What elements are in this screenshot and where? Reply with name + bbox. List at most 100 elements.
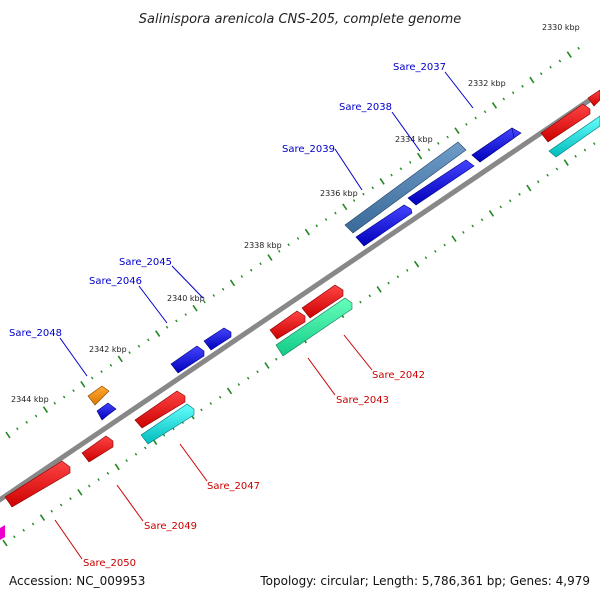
gene-feature-red-top-right[interactable] [540, 89, 600, 158]
gene-label[interactable]: Sare_2045 [119, 257, 172, 268]
gene-label[interactable]: Sare_2046 [89, 276, 142, 287]
gene-feature-sare-2042[interactable] [269, 284, 344, 340]
scale-tick [315, 224, 318, 228]
gene-feature-sare-2047[interactable] [134, 390, 195, 445]
gene-label[interactable]: Sare_2039 [282, 144, 335, 155]
gene-feature-sare-2045[interactable] [203, 327, 232, 351]
gene-feature-sare-2039[interactable] [355, 204, 413, 247]
scale-tick [446, 135, 449, 139]
scale-tick [165, 325, 169, 329]
kbp-label: 2334 kbp [395, 135, 433, 144]
scale-tick [371, 186, 375, 190]
scale-tick [117, 355, 123, 363]
scale-tick [536, 180, 540, 184]
gene-feature-magenta-edge[interactable] [0, 525, 5, 540]
scale-tick [416, 152, 423, 160]
scale-tick [249, 268, 253, 272]
scale-tick [526, 184, 532, 192]
genome-backbone [0, 90, 600, 503]
scale-tick [256, 370, 259, 374]
scale-tick [80, 380, 86, 388]
scale-tick [259, 262, 262, 266]
scale-tick [50, 509, 53, 513]
gene-feature-sare-2043[interactable] [275, 297, 353, 357]
scale-tick [471, 224, 474, 228]
gene-label[interactable]: Sare_2038 [339, 102, 392, 113]
gene-label[interactable]: Sare_2043 [336, 395, 389, 406]
scale-tick [558, 59, 562, 63]
kbp-label: 2338 kbp [244, 241, 282, 250]
scale-tick [474, 116, 477, 120]
scale-tick [240, 275, 244, 278]
gene-label[interactable]: Sare_2037 [393, 62, 446, 73]
gene-label[interactable]: Sare_2047 [207, 481, 260, 492]
scale-tick [77, 488, 83, 496]
scale-tick [502, 97, 506, 101]
kbp-label: 2344 kbp [11, 395, 49, 404]
scale-tick [424, 256, 428, 260]
scale-tick [229, 279, 236, 287]
scale-tick [72, 389, 75, 393]
outer-tick-track [5, 46, 580, 439]
kbp-label: 2330 kbp [542, 23, 580, 32]
scale-tick [443, 243, 446, 247]
forward-strand-features [87, 127, 522, 421]
gene-feature-sare-2048[interactable] [87, 385, 117, 421]
kbp-scale: 2330 kbp 2332 kbp 2334 kbp 2336 kbp 2338… [11, 23, 580, 404]
scale-tick [134, 452, 138, 456]
gene-label[interactable]: Sare_2042 [372, 370, 425, 381]
scale-tick [267, 254, 273, 261]
label-leaders [54, 71, 474, 560]
scale-tick [62, 395, 66, 399]
kbp-label: 2342 kbp [89, 345, 127, 354]
scale-tick [25, 420, 28, 424]
scale-tick [342, 203, 348, 211]
gene-label[interactable]: Sare_2049 [144, 521, 197, 532]
scale-tick [324, 218, 328, 221]
gene-feature-sare-2049[interactable] [81, 435, 114, 463]
gene-feature-sare-2046[interactable] [170, 345, 205, 374]
scale-tick [511, 91, 515, 95]
scale-tick [97, 478, 100, 481]
scale-tick [296, 237, 300, 240]
scale-tick [184, 313, 187, 316]
gene-feature-sare-2038[interactable] [344, 141, 475, 234]
scale-tick [304, 228, 310, 236]
gene-label[interactable]: Sare_2048 [9, 328, 62, 339]
scale-tick [5, 431, 11, 439]
scale-tick [42, 406, 49, 413]
scale-tick [237, 383, 241, 386]
scale-tick [577, 46, 580, 50]
scale-tick [518, 192, 521, 196]
scale-tick [593, 142, 596, 146]
scale-tick [175, 319, 178, 323]
scale-tick [22, 528, 25, 532]
scale-tick [390, 173, 393, 177]
gene-feature-sare-2037[interactable] [471, 127, 522, 163]
kbp-label: 2340 kbp [167, 294, 205, 303]
scale-tick [109, 363, 113, 367]
scale-tick [563, 159, 569, 166]
scale-tick [53, 401, 56, 405]
gene-labels: Sare_2037 Sare_2038 Sare_2039 Sare_2045 … [9, 62, 446, 569]
scale-tick [352, 199, 356, 202]
scale-tick [203, 300, 206, 304]
scale-tick [278, 249, 281, 253]
gene-label[interactable]: Sare_2050 [83, 558, 136, 569]
scale-tick [488, 210, 495, 217]
gene-feature-sare-2050[interactable] [4, 460, 71, 508]
scale-tick [69, 497, 72, 501]
scale-tick [114, 463, 120, 471]
scale-tick [334, 211, 337, 215]
scale-tick [34, 414, 38, 418]
scale-tick [491, 102, 498, 109]
scale-tick [192, 304, 198, 312]
scale-tick [39, 514, 46, 521]
scale-tick [59, 503, 63, 507]
scale-tick [529, 76, 535, 84]
scale-tick [125, 459, 128, 463]
scale-tick [287, 243, 290, 247]
scale-tick [465, 123, 468, 126]
scale-tick [275, 357, 278, 361]
